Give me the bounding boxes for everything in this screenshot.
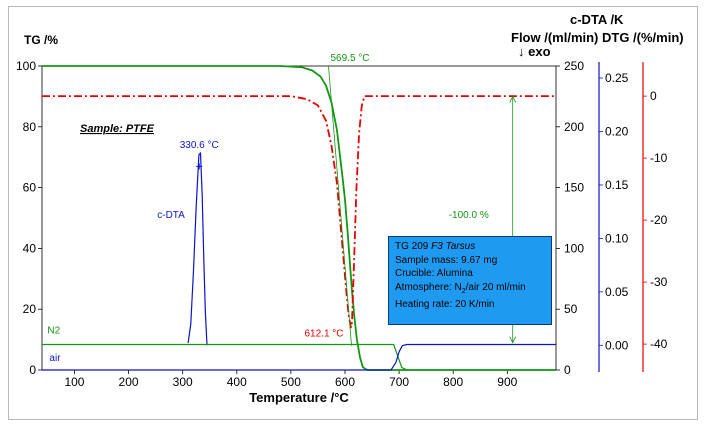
x-tick-label: 500 [281,375,301,389]
flow-axis-title: Flow /(ml/min) [511,30,598,45]
annotation-label: 569.5 °C [330,53,369,64]
onset-tangent-line [328,65,352,346]
sample-label: Sample: PTFE [80,123,155,135]
x-tick-label: 900 [497,375,517,389]
cdta-tick-label: 0.15 [605,178,629,192]
cdta-tick-label: 0.20 [605,124,629,138]
annotation-label: air [49,353,61,364]
series-n2 [42,343,556,371]
dtg-tick-label: -10 [650,151,668,165]
series-tg [42,65,556,371]
info-atmosphere: Atmosphere: N2/air 20 ml/min [395,281,526,295]
flow-tick-label: 200 [564,120,584,134]
x-tick-label: 600 [335,375,355,389]
series-air [42,343,556,371]
series-dtg [42,95,556,329]
info-sample-mass: Sample mass: 9.67 mg [395,254,498,266]
cdta-peak-marker [196,163,203,170]
annotation-label: -100.0 % [449,210,489,221]
flow-tick-label: 100 [564,241,584,255]
flow-tick-label: 0 [564,363,571,377]
x-tick-label: 200 [119,375,139,389]
flow-tick-label: 50 [564,302,578,316]
measurement-info-box: TG 209 F3 Tarsus Sample mass: 9.67 mg Cr… [388,236,552,325]
bracket-arrow-bottom [509,336,517,344]
cdta-tick-label: 0.10 [605,231,629,245]
annotation-label: N2 [47,326,60,337]
tg-axis-title: TG /% [24,33,58,47]
flow-tick-label: 250 [564,59,584,73]
x-tick-label: 100 [64,375,84,389]
dtg-tick-label: -20 [650,213,668,227]
x-tick-label: 800 [443,375,463,389]
x-axis-title: Temperature /°C [249,390,349,405]
dtg-tick-label: 0 [650,89,657,103]
x-tick-label: 400 [227,375,247,389]
info-instrument: TG 209 F3 Tarsus [395,241,476,252]
x-tick-label: 700 [389,375,409,389]
series-c-dta [187,152,208,346]
annotation-label: 330.6 °C [180,140,219,151]
exo-arrow-label: ↓ exo [518,44,551,59]
tg-tick-label: 0 [29,363,36,377]
bracket-arrow-top [509,95,517,103]
cdta-axis-title: c-DTA /K [570,12,624,27]
annotation-label: c-DTA [157,210,185,221]
info-crucible: Crucible: Alumina [395,268,473,280]
cdta-tick-label: 0.05 [605,285,629,299]
tg-tick-label: 100 [16,59,36,73]
cdta-tick-label: 0.25 [605,71,629,85]
x-tick-label: 300 [173,375,193,389]
tg-tick-label: 60 [23,181,37,195]
annotation-label: 612.1 °C [305,329,344,340]
tg-tick-label: 80 [23,120,37,134]
info-heating-rate: Heating rate: 20 K/min [395,299,495,311]
dtg-tick-label: -30 [650,275,668,289]
dtg-axis-title: DTG /(%/min) [602,30,684,45]
dtg-tick-label: -40 [650,337,668,351]
tg-tick-label: 20 [23,302,37,316]
flow-tick-label: 150 [564,181,584,195]
cdta-tick-label: 0.00 [605,338,629,352]
tg-tick-label: 40 [23,241,37,255]
